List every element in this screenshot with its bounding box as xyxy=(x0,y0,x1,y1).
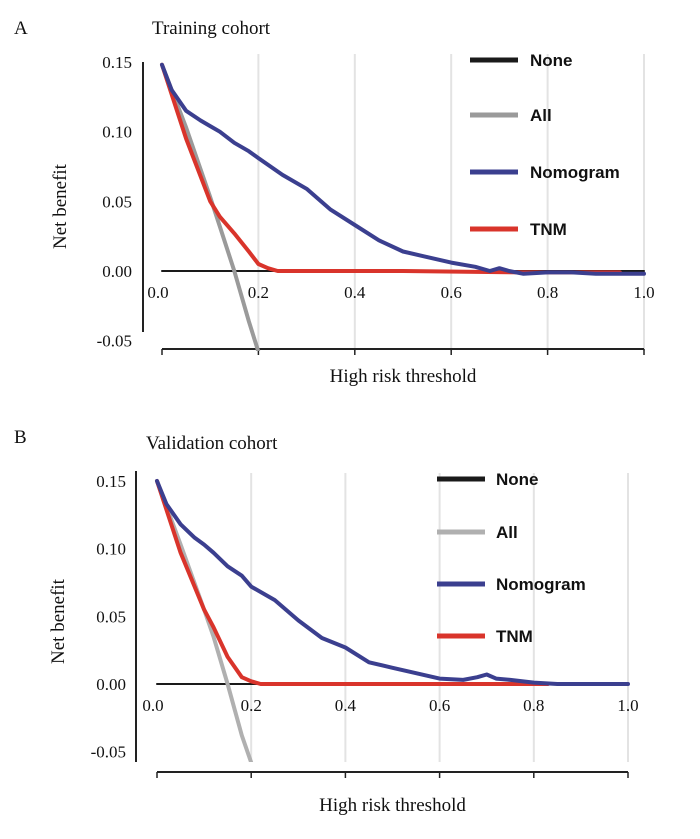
legend-label-tnm: TNM xyxy=(496,627,533,646)
legend: None All Nomogram TNM xyxy=(470,51,620,239)
series-line-tnm xyxy=(160,62,622,275)
y-axis-label: Net benefit xyxy=(48,578,69,664)
x-tick-label: 0.4 xyxy=(344,283,366,302)
x-tick-label: 0.8 xyxy=(523,696,544,715)
panel-label: B xyxy=(14,427,27,448)
series-line-nomogram xyxy=(155,479,630,686)
x-tick-label: 0.6 xyxy=(441,283,462,302)
y-tick-label: 0.10 xyxy=(102,123,132,142)
y-tick-label: 0.15 xyxy=(96,472,126,491)
gridlines xyxy=(257,54,645,351)
legend-label-none: None xyxy=(530,51,573,70)
x-tick-label: 0.8 xyxy=(537,283,558,302)
x-tick-label: 0.0 xyxy=(147,283,168,302)
y-tick-label: 0.05 xyxy=(96,607,126,626)
y-tick-label: 0.00 xyxy=(102,262,132,281)
series-line-all xyxy=(155,479,254,762)
x-axis-label: High risk threshold xyxy=(319,795,466,816)
chart-panel-a: 0.15 0.10 0.05 0.00 -0.05 0.0 0.2 0.4 0.6 0.8 1.0 H… xyxy=(14,18,655,387)
legend-label-all: All xyxy=(530,106,552,125)
chart-title: Validation cohort xyxy=(146,433,278,454)
x-tick-label: 0.0 xyxy=(142,696,163,715)
chart-title: Training cohort xyxy=(152,18,271,39)
chart-panel-b: 0.15 0.10 0.05 0.00 -0.05 0.0 0.2 0.4 0.6 0.8 1.0 H… xyxy=(14,427,639,816)
panel-label: A xyxy=(14,18,28,39)
x-tick-label: 0.6 xyxy=(429,696,450,715)
series-line-nomogram xyxy=(160,62,646,276)
x-tick-label: 0.2 xyxy=(241,696,262,715)
legend-label-tnm: TNM xyxy=(530,220,567,239)
series-group xyxy=(160,62,646,351)
gridlines xyxy=(250,473,629,762)
series-line-all xyxy=(160,62,261,351)
legend-label-nomogram: Nomogram xyxy=(530,163,620,182)
legend-label-none: None xyxy=(496,470,539,489)
y-axis-label: Net benefit xyxy=(50,163,71,249)
legend: None All Nomogram TNM xyxy=(437,470,586,646)
legend-label-nomogram: Nomogram xyxy=(496,575,586,594)
x-axis-label: High risk threshold xyxy=(330,366,477,387)
y-tick-label: 0.00 xyxy=(96,675,126,694)
series-line-tnm xyxy=(155,479,550,686)
y-tick-label: 0.15 xyxy=(102,53,132,72)
series-group xyxy=(155,479,630,762)
x-tick-label: 0.4 xyxy=(335,696,357,715)
y-tick-label: 0.10 xyxy=(96,540,126,559)
x-tick-label: 1.0 xyxy=(633,283,654,302)
y-tick-label: -0.05 xyxy=(91,743,126,762)
y-tick-label: 0.05 xyxy=(102,192,132,211)
x-tick-label: 1.0 xyxy=(617,696,638,715)
x-tick-label: 0.2 xyxy=(248,283,269,302)
y-tick-label: -0.05 xyxy=(97,332,132,351)
legend-label-all: All xyxy=(496,523,518,542)
